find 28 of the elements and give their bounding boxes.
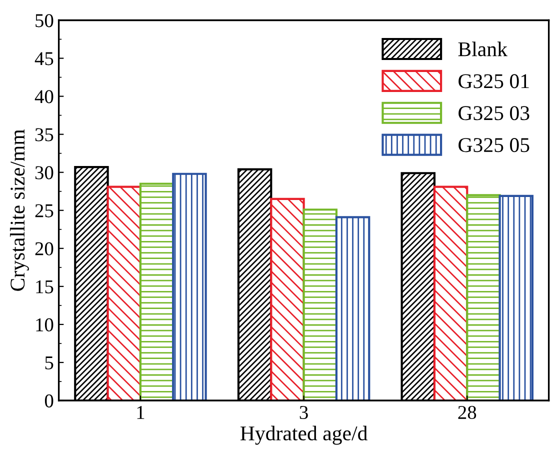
bar [466, 194, 501, 400]
x-tick-label: 28 [458, 406, 476, 420]
x-tick-label: 3 [300, 406, 308, 420]
y-tick-label: 15 [36, 280, 54, 294]
y-tick-label: 40 [34, 90, 54, 104]
legend-label: G325 05 [458, 138, 530, 152]
y-tick-label: 30 [35, 166, 54, 180]
y-tick-label: 25 [35, 204, 54, 218]
bar [172, 172, 207, 400]
y-tick-label: 35 [35, 128, 54, 142]
bar [270, 198, 305, 400]
legend-label: Blank [458, 42, 508, 56]
legend-label: G325 03 [458, 106, 530, 120]
x-tick-label: 1 [137, 406, 144, 419]
y-tick-label: 50 [36, 14, 54, 28]
bar [498, 194, 534, 400]
y-tick-label: 5 [45, 356, 54, 370]
bar [302, 208, 338, 400]
y-tick-label: 20 [35, 242, 54, 256]
bar [433, 186, 468, 400]
y-tick-label: 10 [36, 318, 54, 332]
y-tick-label: 0 [44, 394, 54, 408]
legend-label: G325 01 [458, 74, 529, 88]
x-axis-title: Hydrated age/d [240, 426, 368, 445]
y-tick-label: 45 [34, 52, 54, 66]
y-axis-title: Crystallite size/mm [10, 129, 29, 291]
bar [139, 182, 174, 400]
bar [335, 216, 370, 400]
